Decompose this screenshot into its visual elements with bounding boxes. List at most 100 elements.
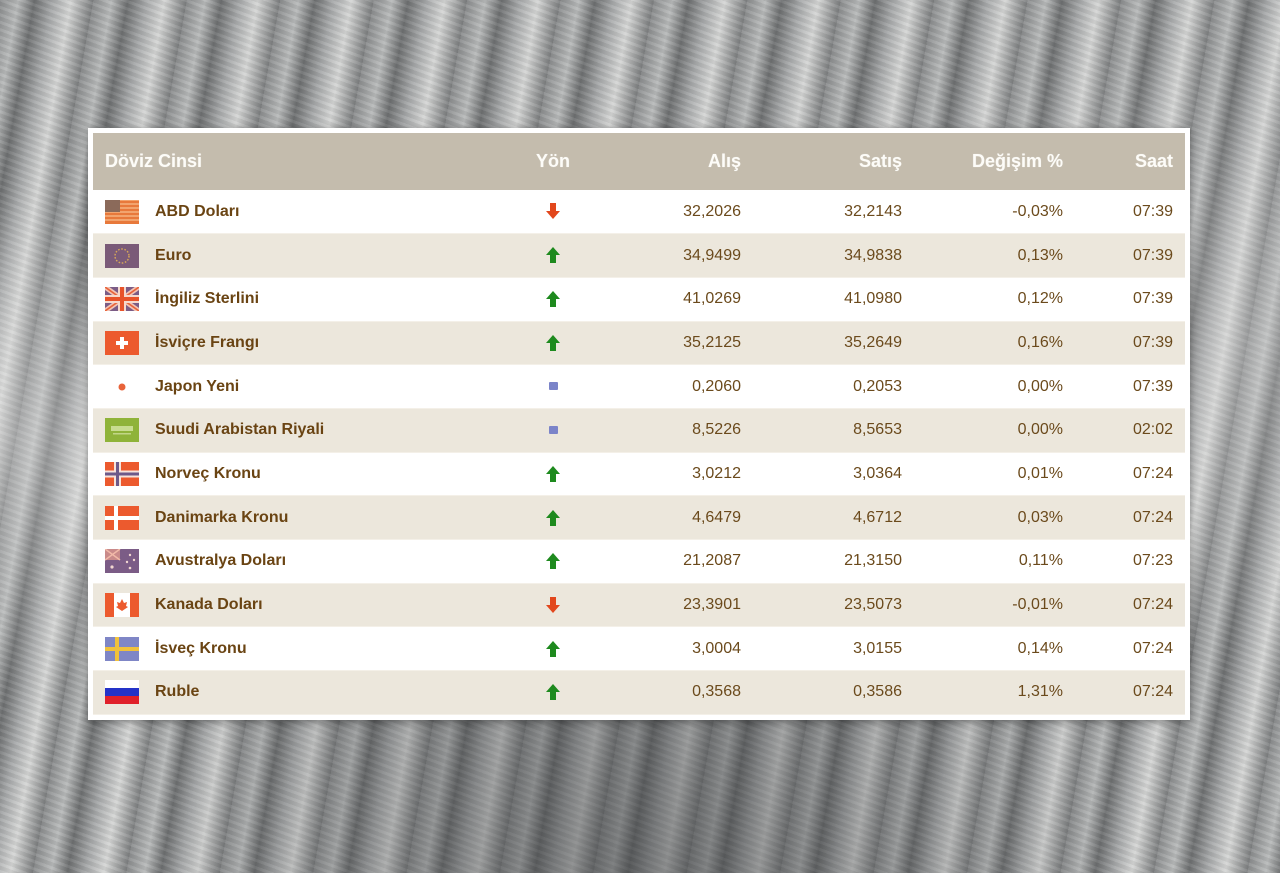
header-direction[interactable]: Yön bbox=[536, 151, 570, 171]
australia-flag-icon bbox=[105, 549, 139, 574]
sell-value: 34,9838 bbox=[753, 233, 914, 278]
table-row[interactable]: Suudi Arabistan Riyali 8,5226 8,5653 0,0… bbox=[93, 408, 1185, 453]
currency-name[interactable]: Norveç Kronu bbox=[155, 464, 261, 482]
currency-name[interactable]: Danimarka Kronu bbox=[155, 508, 289, 526]
buy-value: 0,3568 bbox=[593, 670, 753, 715]
time-value: 02:02 bbox=[1075, 408, 1185, 453]
time-value: 07:24 bbox=[1075, 583, 1185, 628]
uk-flag-icon bbox=[105, 287, 139, 312]
japan-flag-icon bbox=[105, 374, 139, 399]
table-row[interactable]: ABD Doları 32,2026 32,2143 -0,03% 07:39 bbox=[93, 190, 1185, 235]
header-buy[interactable]: Alış bbox=[707, 151, 741, 171]
buy-value: 32,2026 bbox=[593, 190, 753, 235]
time-value: 07:24 bbox=[1075, 495, 1185, 540]
change-value: 0,12% bbox=[914, 277, 1075, 322]
buy-value: 41,0269 bbox=[593, 277, 753, 322]
buy-value: 3,0004 bbox=[593, 626, 753, 672]
change-value: 1,31% bbox=[914, 670, 1075, 715]
sell-value: 23,5073 bbox=[753, 583, 914, 628]
table-row[interactable]: İsviçre Frangı 35,2125 35,2649 0,16% 07:… bbox=[93, 321, 1185, 366]
header-currency[interactable]: Döviz Cinsi bbox=[105, 151, 203, 171]
table-row[interactable]: Kanada Doları 23,3901 23,5073 -0,01% 07:… bbox=[93, 583, 1185, 628]
change-value: -0,01% bbox=[914, 583, 1075, 628]
time-value: 07:24 bbox=[1075, 452, 1185, 497]
table-row[interactable]: Ruble 0,3568 0,3586 1,31% 07:24 bbox=[93, 670, 1185, 715]
time-value: 07:39 bbox=[1075, 321, 1185, 366]
time-value: 07:24 bbox=[1075, 626, 1185, 672]
currency-name[interactable]: Ruble bbox=[155, 683, 200, 701]
buy-value: 34,9499 bbox=[593, 233, 753, 278]
buy-value: 35,2125 bbox=[593, 321, 753, 366]
header-time[interactable]: Saat bbox=[1134, 151, 1173, 171]
sell-value: 3,0155 bbox=[753, 626, 914, 672]
table-row[interactable]: Avustralya Doları 21,2087 21,3150 0,11% … bbox=[93, 539, 1185, 584]
change-value: 0,13% bbox=[914, 233, 1075, 278]
arrow-up-icon bbox=[545, 552, 561, 570]
time-value: 07:23 bbox=[1075, 539, 1185, 584]
change-value: -0,03% bbox=[914, 190, 1075, 235]
time-value: 07:39 bbox=[1075, 233, 1185, 278]
sell-value: 4,6712 bbox=[753, 495, 914, 540]
sell-value: 0,2053 bbox=[753, 364, 914, 409]
sell-value: 35,2649 bbox=[753, 321, 914, 366]
table-row[interactable]: Norveç Kronu 3,0212 3,0364 0,01% 07:24 bbox=[93, 452, 1185, 497]
table-row[interactable]: Danimarka Kronu 4,6479 4,6712 0,03% 07:2… bbox=[93, 495, 1185, 540]
currency-name[interactable]: İngiliz Sterlini bbox=[155, 290, 260, 308]
switzerland-flag-icon bbox=[105, 330, 139, 355]
currency-name[interactable]: İsviçre Frangı bbox=[155, 333, 260, 351]
buy-value: 3,0212 bbox=[593, 452, 753, 497]
usa-flag-icon bbox=[105, 199, 139, 224]
unchanged-icon bbox=[548, 421, 558, 438]
exchange-rate-panel: Döviz Cinsi Yön Alış Satış Değişim % Saa… bbox=[88, 128, 1190, 720]
change-value: 0,03% bbox=[914, 495, 1075, 540]
denmark-flag-icon bbox=[105, 505, 139, 530]
unchanged-icon bbox=[548, 378, 558, 395]
arrow-up-icon bbox=[545, 640, 561, 657]
sell-value: 3,0364 bbox=[753, 452, 914, 497]
currency-name[interactable]: İsveç Kronu bbox=[155, 639, 247, 657]
arrow-down-icon bbox=[545, 596, 561, 613]
currency-name[interactable]: Japon Yeni bbox=[155, 377, 240, 395]
arrow-up-icon bbox=[545, 290, 561, 308]
change-value: 0,14% bbox=[914, 626, 1075, 672]
buy-value: 8,5226 bbox=[593, 408, 753, 453]
sell-value: 8,5653 bbox=[753, 408, 914, 453]
table-row[interactable]: Japon Yeni 0,2060 0,2053 0,00% 07:39 bbox=[93, 364, 1185, 409]
norway-flag-icon bbox=[105, 461, 139, 486]
currency-name[interactable]: Avustralya Doları bbox=[155, 552, 287, 570]
currency-name[interactable]: Euro bbox=[155, 246, 192, 264]
arrow-up-icon bbox=[545, 509, 561, 526]
canada-flag-icon bbox=[105, 593, 139, 618]
header-change[interactable]: Değişim % bbox=[971, 151, 1063, 171]
table-row[interactable]: İsveç Kronu 3,0004 3,0155 0,14% 07:24 bbox=[93, 626, 1185, 672]
time-value: 07:39 bbox=[1075, 190, 1185, 235]
buy-value: 21,2087 bbox=[593, 539, 753, 584]
currency-name[interactable]: Suudi Arabistan Riyali bbox=[155, 421, 325, 439]
change-value: 0,01% bbox=[914, 452, 1075, 497]
sell-value: 21,3150 bbox=[753, 539, 914, 584]
buy-value: 4,6479 bbox=[593, 495, 753, 540]
header-sell[interactable]: Satış bbox=[858, 151, 902, 171]
arrow-down-icon bbox=[545, 203, 561, 220]
arrow-up-icon bbox=[545, 465, 561, 482]
sell-value: 0,3586 bbox=[753, 670, 914, 715]
arrow-up-icon bbox=[545, 334, 561, 351]
currency-name[interactable]: Kanada Doları bbox=[155, 596, 263, 614]
arrow-up-icon bbox=[545, 684, 561, 701]
sell-value: 41,0980 bbox=[753, 277, 914, 322]
sweden-flag-icon bbox=[105, 636, 139, 661]
time-value: 07:39 bbox=[1075, 364, 1185, 409]
change-value: 0,16% bbox=[914, 321, 1075, 366]
eu-flag-icon bbox=[105, 243, 139, 268]
exchange-rate-table: Döviz Cinsi Yön Alış Satış Değişim % Saa… bbox=[93, 133, 1185, 715]
buy-value: 0,2060 bbox=[593, 364, 753, 409]
table-row[interactable]: Euro 34,9499 34,9838 0,13% 07:39 bbox=[93, 233, 1185, 278]
change-value: 0,11% bbox=[914, 539, 1075, 584]
currency-name[interactable]: ABD Doları bbox=[155, 202, 240, 220]
sell-value: 32,2143 bbox=[753, 190, 914, 235]
table-header-row: Döviz Cinsi Yön Alış Satış Değişim % Saa… bbox=[93, 133, 1185, 190]
russia-flag-icon bbox=[105, 680, 139, 705]
change-value: 0,00% bbox=[914, 364, 1075, 409]
buy-value: 23,3901 bbox=[593, 583, 753, 628]
table-row[interactable]: İngiliz Sterlini 41,0269 41,0980 0,12% 0… bbox=[93, 277, 1185, 322]
